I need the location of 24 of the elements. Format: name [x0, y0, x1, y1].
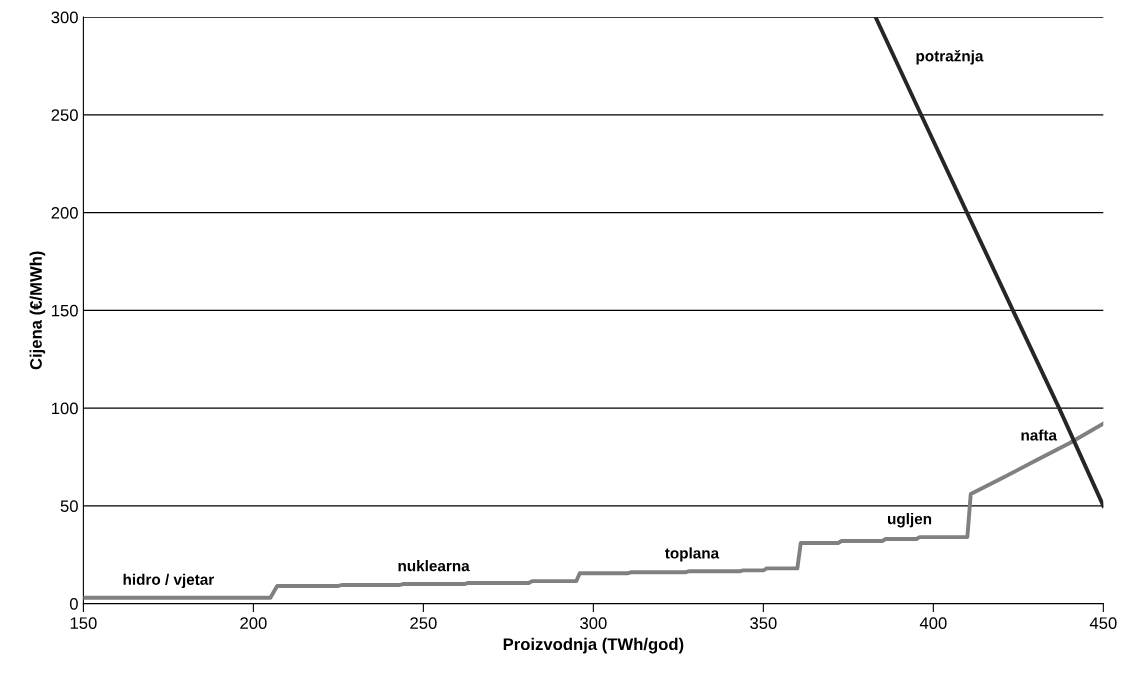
x-tick-label: 250 [410, 617, 437, 630]
x-tick-label: 450 [1089, 617, 1117, 630]
x-tick-label: 150 [70, 617, 97, 630]
y-tick-label: 100 [52, 402, 78, 415]
x-tick-label: 300 [580, 617, 607, 630]
line-series [83, 421, 1104, 600]
annotation: nafta [1021, 429, 1058, 441]
annotation: nuklearna [398, 560, 470, 572]
y-tick-label: 300 [51, 11, 78, 24]
y-axis-title: Cijena (€/MWh) [29, 251, 46, 370]
x-axis-title: Proizvodnja (TWh/god) [503, 637, 684, 654]
x-tick-label: 350 [750, 617, 777, 630]
y-tick-label: 200 [51, 206, 78, 219]
line-series [873, 17, 1104, 508]
y-tick-label: 50 [60, 500, 78, 513]
annotation: potražnja [916, 49, 984, 65]
annotation: toplana [664, 547, 720, 562]
y-tick-label: 0 [69, 597, 78, 610]
x-tick-label: 400 [919, 617, 947, 630]
annotation: hidro / vjetar [123, 573, 215, 588]
y-tick-label: 250 [51, 109, 78, 122]
y-tick-label: 150 [52, 304, 78, 317]
annotation: ugljen [888, 513, 932, 528]
x-tick-label: 200 [240, 617, 267, 630]
